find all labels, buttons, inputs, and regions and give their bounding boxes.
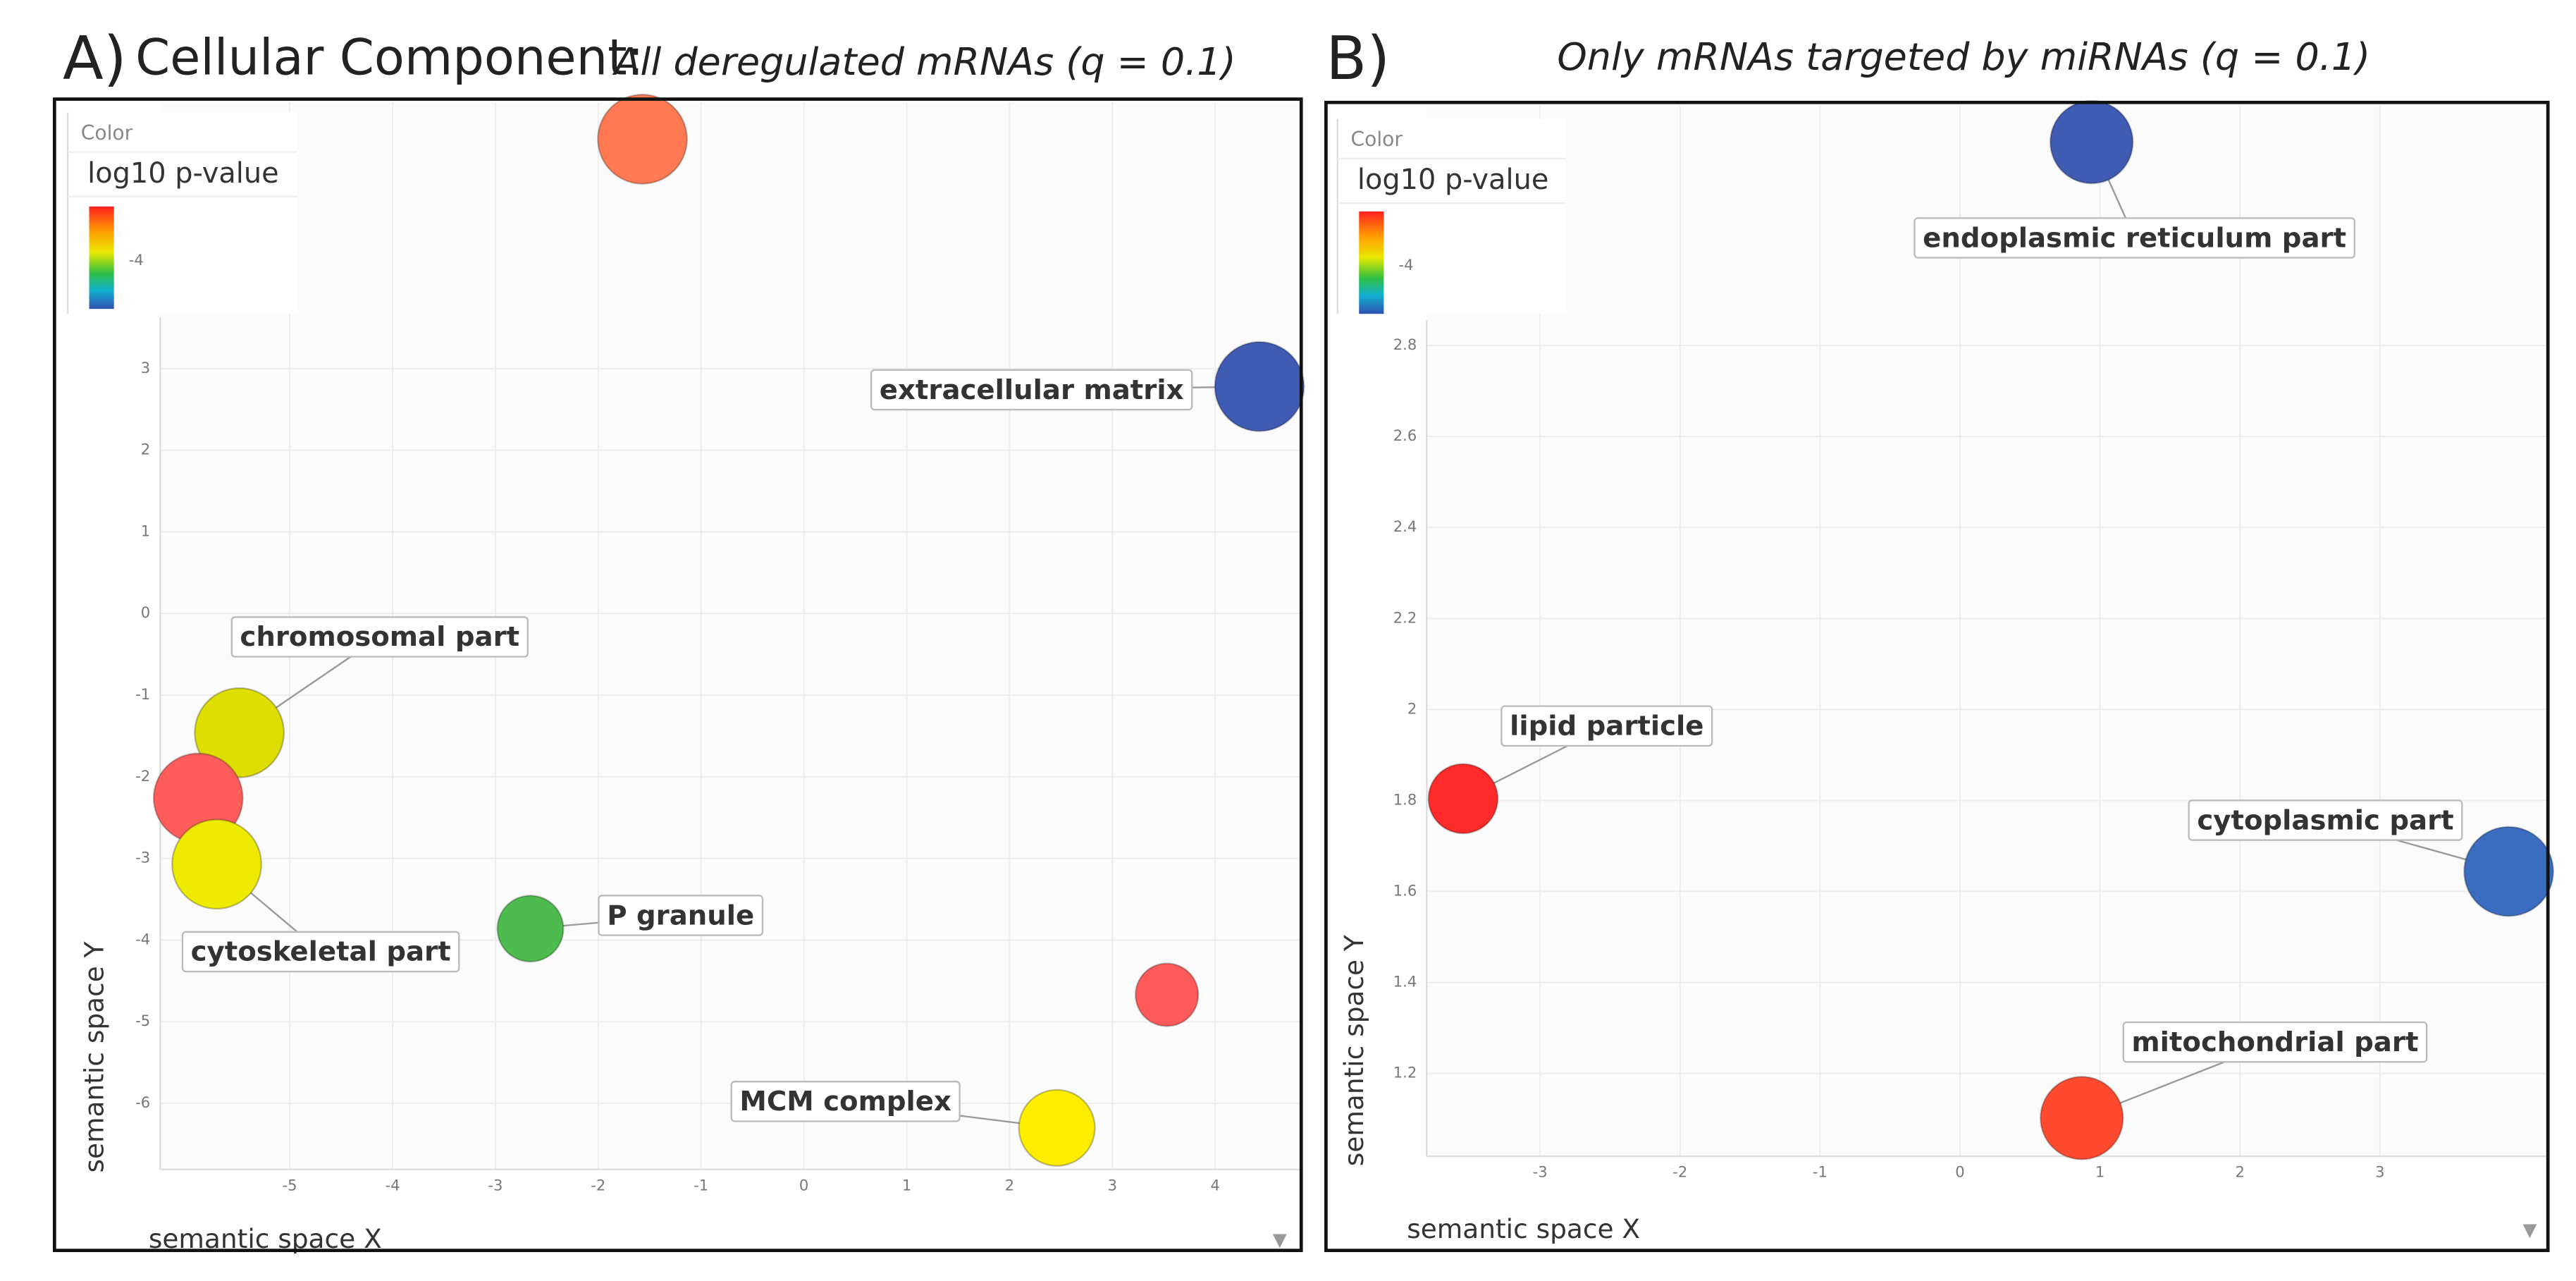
chart-subtitle: All deregulated mRNAs (q = 0.1) — [612, 39, 1236, 84]
y-tick-label: -2 — [135, 767, 150, 785]
x-tick-label: -3 — [1533, 1163, 1548, 1181]
label-box — [2188, 799, 2463, 841]
y-axis-label: semantic space Y — [78, 941, 109, 1172]
y-tick-label: -5 — [135, 1012, 150, 1029]
y-tick-label: 1 — [141, 522, 150, 539]
point — [1018, 1089, 1096, 1167]
point-label: MCM complex — [739, 1086, 951, 1117]
colorbar-tick: -4 — [1398, 256, 1413, 274]
point-label: cytoplasmic part — [2197, 804, 2453, 836]
point — [2463, 826, 2554, 917]
x-tick-label: -2 — [591, 1176, 605, 1194]
x-tick-label: 1 — [2095, 1163, 2104, 1181]
y-tick-label: 3 — [141, 359, 150, 376]
point-label: lipid particle — [1510, 711, 1703, 742]
y-tick-label: 2.8 — [1393, 336, 1417, 353]
panel-frame — [52, 97, 1303, 1252]
colorbar-tick: -4 — [129, 251, 144, 269]
point — [2049, 99, 2134, 185]
point-label: mitochondrial part — [2131, 1026, 2418, 1058]
label-box — [230, 616, 529, 658]
chart-subtitle: Only mRNAs targeted by miRNAs (q = 0.1) — [1557, 35, 2370, 79]
label-box — [181, 931, 460, 973]
legend-label: log10 p-value — [87, 157, 278, 190]
panel-letter: A) — [63, 24, 127, 93]
y-tick-label: 1.4 — [1393, 973, 1417, 991]
x-tick-label: 1 — [902, 1176, 911, 1194]
x-tick-label: -1 — [1813, 1163, 1828, 1181]
point-label: extracellular matrix — [880, 374, 1184, 406]
panel-letter: B) — [1326, 24, 1390, 93]
dropdown-arrow: ▼ — [2522, 1220, 2537, 1241]
point — [496, 895, 565, 963]
x-tick-label: -5 — [283, 1176, 297, 1194]
point-label: chromosomal part — [240, 621, 519, 653]
plot-background — [1426, 105, 2549, 1157]
y-tick-label: 2.2 — [1393, 608, 1417, 626]
xlabel-bar — [1407, 1202, 2549, 1249]
x-tick-label: 3 — [2375, 1163, 2384, 1181]
label-box — [598, 895, 764, 936]
y-tick-label: -6 — [135, 1093, 150, 1111]
point — [1427, 763, 1499, 835]
label-box — [2122, 1021, 2428, 1063]
label-box — [1500, 705, 1713, 747]
y-tick-label: 2 — [1407, 699, 1417, 717]
xlabel-bar — [140, 1215, 1300, 1249]
point — [194, 687, 285, 778]
panel-frame — [1324, 100, 2550, 1252]
legend-label: log10 p-value — [1357, 164, 1548, 196]
y-tick-label: 0 — [141, 603, 150, 621]
colorbar — [1359, 211, 1384, 314]
label-box — [730, 1080, 961, 1122]
point — [171, 819, 262, 910]
x-tick-label: 2 — [1005, 1176, 1014, 1194]
x-tick-label: -3 — [488, 1176, 503, 1194]
point — [597, 93, 688, 185]
x-tick-label: -1 — [694, 1176, 708, 1194]
x-tick-label: -2 — [1672, 1163, 1687, 1181]
y-tick-label: 1.8 — [1393, 790, 1417, 808]
x-tick-label: -4 — [385, 1176, 400, 1194]
x-tick-label: 4 — [1211, 1176, 1220, 1194]
x-tick-label: 0 — [799, 1176, 808, 1194]
y-tick-label: 1.2 — [1393, 1064, 1417, 1081]
point-label: endoplasmic reticulum part — [1923, 222, 2346, 254]
point-label: P granule — [607, 900, 754, 931]
chart-title: Cellular Component: — [135, 29, 643, 87]
y-tick-label: -4 — [135, 930, 150, 948]
point-label: cytoskeletal part — [191, 936, 451, 968]
y-axis-label: semantic space Y — [1338, 935, 1369, 1166]
legend-title: Color — [1351, 128, 1403, 151]
dropdown-arrow: ▼ — [1273, 1230, 1287, 1251]
x-tick-label: 0 — [1955, 1163, 1964, 1181]
point — [2040, 1076, 2124, 1160]
point — [1134, 962, 1200, 1027]
y-tick-label: 2.6 — [1393, 427, 1417, 444]
x-tick-label: 3 — [1108, 1176, 1117, 1194]
y-tick-label: 2 — [141, 441, 150, 458]
y-tick-label: 2.4 — [1393, 517, 1417, 535]
label-box — [870, 369, 1193, 411]
y-tick-label: 1.6 — [1393, 881, 1417, 899]
x-axis-label: semantic space X — [1407, 1213, 1640, 1244]
label-box — [1913, 217, 2355, 259]
legend-title: Color — [81, 121, 133, 145]
y-tick-label: -1 — [135, 685, 150, 703]
point — [1214, 341, 1305, 432]
colorbar — [89, 206, 114, 309]
x-tick-label: 2 — [2236, 1163, 2245, 1181]
y-tick-label: -3 — [135, 849, 150, 866]
